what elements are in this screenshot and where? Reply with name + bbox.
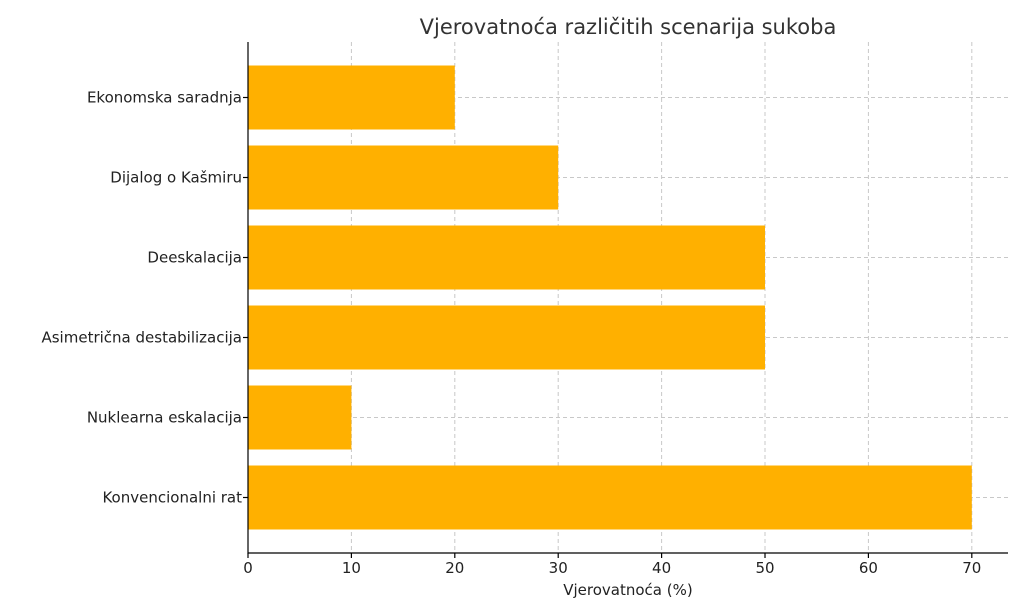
y-tick-label: Asimetrična destabilizacija <box>41 329 242 347</box>
y-axis-ticks: Ekonomska saradnja Dijalog o Kašmiru Deesk… <box>41 89 248 507</box>
y-tick-label: Dijalog o Kašmiru <box>110 169 242 187</box>
bar <box>248 65 455 130</box>
x-tick-label: 50 <box>755 559 774 577</box>
bar <box>248 225 766 290</box>
bars <box>248 65 972 530</box>
y-tick-label: Nuklearna eskalacija <box>87 409 242 427</box>
bar <box>248 465 972 530</box>
x-tick-label: 70 <box>962 559 981 577</box>
y-tick-label: Ekonomska saradnja <box>87 89 242 107</box>
x-tick-label: 60 <box>859 559 878 577</box>
y-tick-label: Konvencionalni rat <box>102 489 242 507</box>
x-tick-label: 40 <box>652 559 671 577</box>
y-tick-label: Deeskalacija <box>147 249 242 267</box>
x-tick-label: 20 <box>445 559 464 577</box>
x-axis-label: Vjerovatnoća (%) <box>563 581 692 599</box>
bar <box>248 145 559 210</box>
chart-title: Vjerovatnoća različitih scenarija sukoba <box>420 15 837 39</box>
bar <box>248 385 352 450</box>
x-tick-label: 10 <box>342 559 361 577</box>
bar <box>248 305 766 370</box>
x-tick-label: 0 <box>243 559 253 577</box>
x-axis-ticks: 0 10 20 30 40 50 60 70 <box>243 553 981 577</box>
x-tick-label: 30 <box>549 559 568 577</box>
